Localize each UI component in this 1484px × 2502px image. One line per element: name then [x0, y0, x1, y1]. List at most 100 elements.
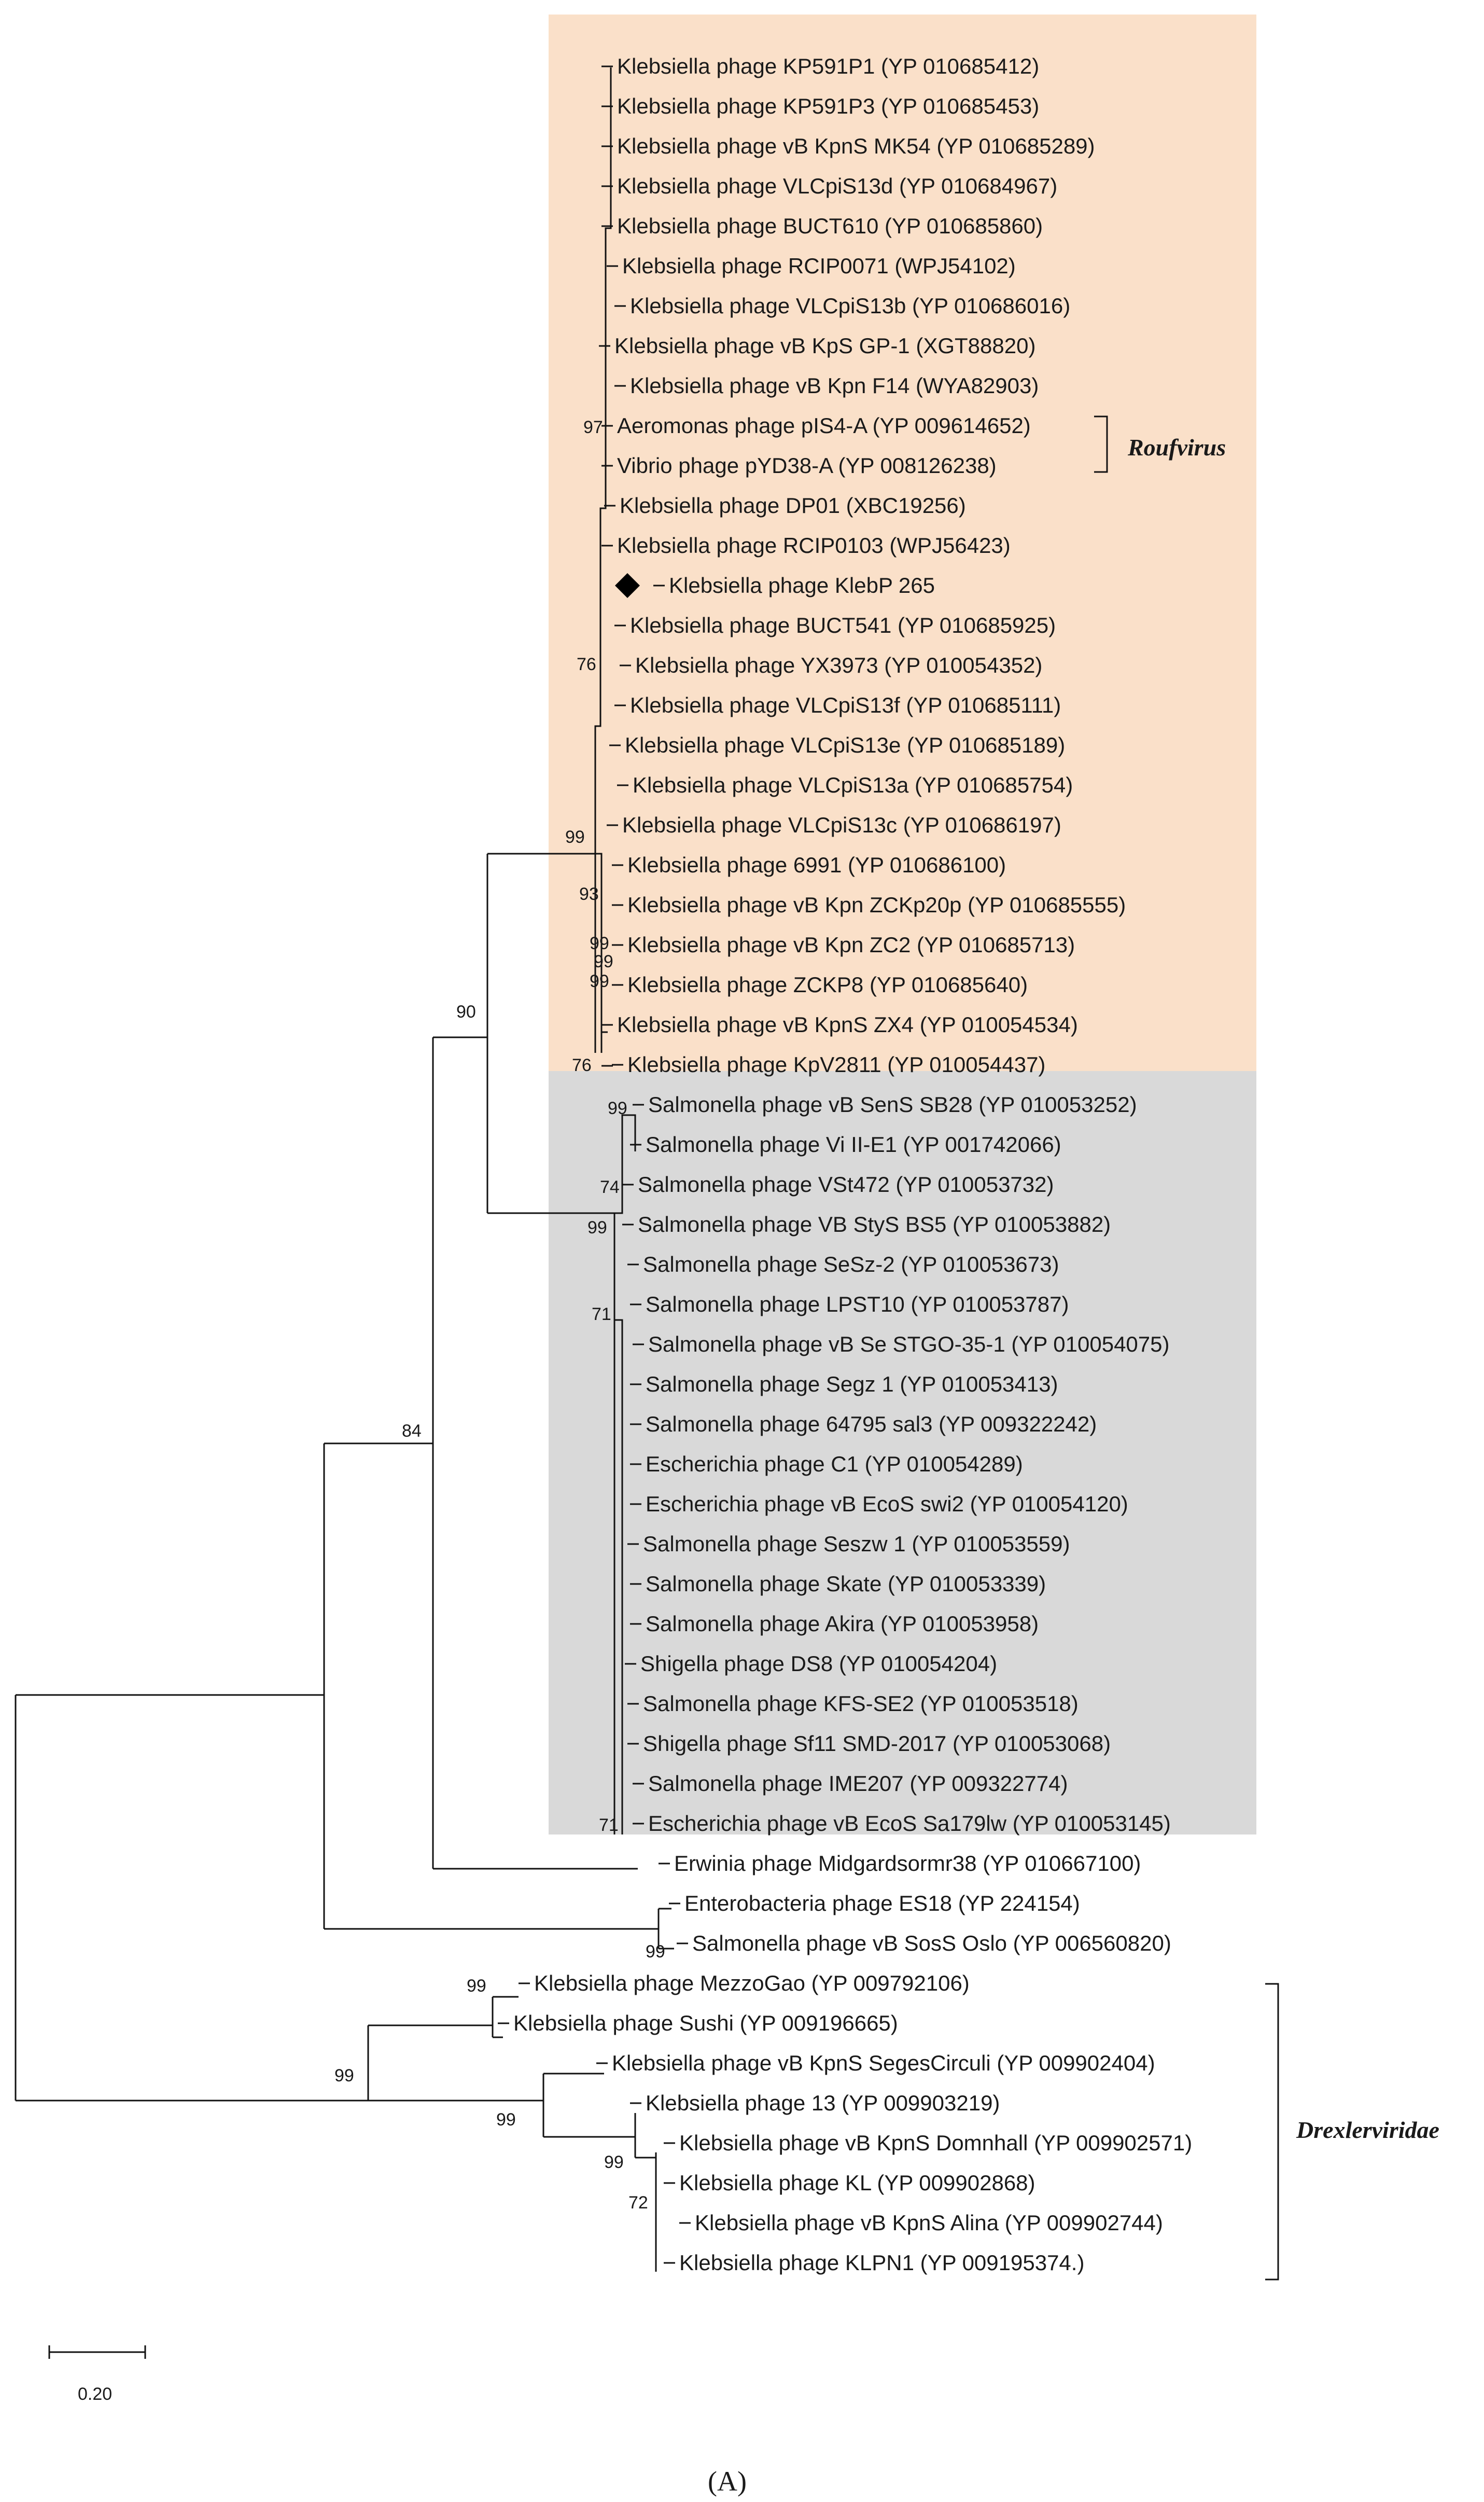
- bootstrap-value: 72: [628, 2193, 648, 2213]
- roufvirus-bracket: [1094, 415, 1108, 473]
- leaf-label: Salmonella phage VB StyS BS5 (YP 0100538…: [638, 1212, 1111, 1236]
- drexlerviridae-bracket: [1265, 1983, 1279, 2281]
- panel-label: (A): [708, 2466, 747, 2497]
- leaf-label: Klebsiella phage Sushi (YP 009196665): [513, 2011, 898, 2035]
- scale-bar-label: 0.20: [78, 2384, 112, 2404]
- bootstrap-value: 90: [456, 1002, 476, 1022]
- leaf-label: Klebsiella phage 13 (YP 009903219): [646, 2091, 1000, 2115]
- leaf-label: Klebsiella phage KpV2811 (YP 010054437): [627, 1052, 1045, 1077]
- bootstrap-value: 99: [594, 952, 613, 971]
- branch-salm-lower: [614, 1319, 623, 1834]
- bootstrap-value: 99: [590, 971, 609, 991]
- leaf-label: Klebsiella phage vB KpnS Domnhall (YP 00…: [679, 2131, 1192, 2155]
- bootstrap-value: 74: [600, 1177, 620, 1197]
- branch-rouf-lower: [595, 853, 613, 1067]
- leaf-label: Klebsiella phage BUCT541 (YP 010685925): [630, 613, 1056, 637]
- leaf-label: Salmonella phage vB Se STGO-35-1 (YP 010…: [648, 1332, 1170, 1356]
- leaf-label: Klebsiella phage VLCpiS13b (YP 010686016…: [630, 294, 1070, 318]
- leaf-label: Escherichia phage vB EcoS Sa179lw (YP 01…: [648, 1811, 1171, 1836]
- leaf-label: Salmonella phage 64795 sal3 (YP 00932224…: [646, 1412, 1097, 1436]
- leaf-label: Salmonella phage LPST10 (YP 010053787): [646, 1292, 1069, 1316]
- tree-branches: [15, 67, 674, 2272]
- leaf-label: Salmonella phage KFS-SE2 (YP 010053518): [643, 1691, 1079, 1716]
- bootstrap-value: 99: [587, 1218, 607, 1238]
- leaf-label: Salmonella phage SeSz-2 (YP 010053673): [643, 1252, 1059, 1276]
- leaf-label: Escherichia phage vB EcoS swi2 (YP 01005…: [646, 1492, 1128, 1516]
- leaf-label: Klebsiella phage RCIP0071 (WPJ54102): [622, 254, 1016, 278]
- bootstrap-value: 99: [565, 827, 585, 847]
- leaf-label: Klebsiella phage vB Kpn ZCKp20p (YP 0106…: [627, 893, 1126, 917]
- bootstrap-value: 99: [467, 1976, 486, 1996]
- leaf-label: Klebsiella phage 6991 (YP 010686100): [627, 853, 1006, 877]
- bootstrap-value: 99: [646, 1942, 665, 1962]
- leaf-label: Klebsiella phage DP01 (XBC19256): [620, 493, 966, 518]
- leaf-label: Klebsiella phage VLCpiS13f (YP 010685111…: [630, 693, 1061, 717]
- salmonella-clade-highlight: [549, 1071, 1256, 1834]
- leaf-label: Klebsiella phage VLCpiS13e (YP 010685189…: [625, 733, 1065, 757]
- bootstrap-value: 99: [604, 2152, 624, 2172]
- branch-es18-oslo: [657, 1908, 674, 1950]
- leaf-label: Klebsiella phage vB KpS GP-1 (XGT88820): [614, 333, 1035, 358]
- bootstrap-value: 99: [608, 1099, 627, 1118]
- leaf-label: Klebsiella phage RCIP0103 (WPJ56423): [617, 533, 1011, 558]
- bootstrap-values: 9776999399999976909974997171849999999999…: [334, 418, 665, 2213]
- leaf-label: Salmonella phage VSt472 (YP 010053732): [638, 1172, 1054, 1197]
- leaf-label: Erwinia phage Midgardsormr38 (YP 0106671…: [674, 1851, 1141, 1875]
- leaf-label: Klebsiella phage KLPN1 (YP 009195374.): [679, 2250, 1084, 2275]
- bootstrap-value: 99: [496, 2110, 516, 2130]
- leaf-label: Shigella phage DS8 (YP 010054204): [640, 1651, 997, 1676]
- leaf-label: Klebsiella phage KlebP 265: [669, 573, 935, 597]
- leaf-label: Salmonella phage IME207 (YP 009322774): [648, 1771, 1068, 1796]
- leaf-label: Salmonella phage vB SenS SB28 (YP 010053…: [648, 1092, 1137, 1117]
- leaf-label: Salmonella phage Skate (YP 010053339): [646, 1572, 1046, 1596]
- leaf-label: Shigella phage Sf11 SMD-2017 (YP 0100530…: [643, 1731, 1111, 1756]
- leaf-label: Klebsiella phage BUCT610 (YP 010685860): [617, 214, 1043, 238]
- leaf-label: Aeromonas phage pIS4-A (YP 009614652): [617, 413, 1031, 438]
- scale-bar: [48, 2345, 146, 2359]
- leaf-label: Klebsiella phage VLCpiS13c (YP 010686197…: [622, 813, 1061, 837]
- leaf-label: Salmonella phage Segz 1 (YP 010053413): [646, 1372, 1058, 1396]
- bootstrap-value: 71: [592, 1304, 611, 1324]
- branch-salm-top: [614, 1114, 636, 1214]
- leaf-label: Klebsiella phage KL (YP 009902868): [679, 2171, 1035, 2195]
- leaf-label: Klebsiella phage vB KpnS MK54 (YP 010685…: [617, 134, 1095, 158]
- roufvirus-clade-highlight: [549, 15, 1256, 1071]
- branch-node-99c: [543, 2113, 636, 2158]
- leaf-label: Salmonella phage Vi II-E1 (YP 001742066): [646, 1132, 1061, 1157]
- leaf-label: Klebsiella phage KP591P3 (YP 010685453): [617, 94, 1039, 118]
- leaf-label: Klebsiella phage VLCpiS13a (YP 010685754…: [633, 773, 1073, 797]
- leaf-label: Klebsiella phage vB Kpn F14 (WYA82903): [630, 373, 1039, 398]
- leaf-label: Klebsiella phage MezzoGao (YP 009792106): [534, 1971, 970, 1995]
- branch-mezzo-sushi: [492, 1996, 519, 2038]
- leaf-label: Klebsiella phage vB KpnS Alina (YP 00990…: [695, 2211, 1163, 2235]
- leaf-label: Escherichia phage C1 (YP 010054289): [646, 1452, 1023, 1476]
- leaf-label: Salmonella phage Akira (YP 010053958): [646, 1611, 1039, 1636]
- leaf-label: Enterobacteria phage ES18 (YP 224154): [684, 1891, 1080, 1915]
- leaf-label: Salmonella phage Seszw 1 (YP 010053559): [643, 1532, 1070, 1556]
- branch-rouf-top: [594, 67, 612, 854]
- drexlerviridae-label: Drexlerviridae: [1296, 2117, 1439, 2143]
- leaf-label: Klebsiella phage ZCKP8 (YP 010685640): [627, 972, 1028, 997]
- leaf-label: Vibrio phage pYD38-A (YP 008126238): [617, 453, 997, 478]
- leaf-label: Klebsiella phage KP591P1 (YP 010685412): [617, 54, 1039, 78]
- leaf-labels: Klebsiella phage KP591P1 (YP 010685412) K…: [498, 54, 1192, 2275]
- bootstrap-value: 76: [572, 1055, 592, 1075]
- leaf-label: Klebsiella phage YX3973 (YP 010054352): [635, 653, 1042, 677]
- branch-node-72: [635, 2152, 657, 2272]
- leaf-label: Klebsiella phage VLCpiS13d (YP 010684967…: [617, 174, 1057, 198]
- leaf-label: Salmonella phage vB SosS Oslo (YP 006560…: [692, 1931, 1171, 1955]
- bootstrap-value: 71: [599, 1815, 619, 1835]
- leaf-label: Klebsiella phage vB KpnS ZX4 (YP 0100545…: [617, 1012, 1078, 1037]
- bootstrap-value: 93: [579, 884, 599, 904]
- bootstrap-value: 97: [583, 418, 603, 437]
- bootstrap-value: 84: [402, 1421, 422, 1441]
- leaf-label: Klebsiella phage vB Kpn ZC2 (YP 01068571…: [627, 933, 1075, 957]
- query-phage-diamond-icon: [615, 573, 640, 598]
- bootstrap-value: 99: [334, 2066, 354, 2086]
- bootstrap-value: 76: [577, 655, 596, 674]
- leaf-label: Klebsiella phage vB KpnS SegesCirculi (Y…: [612, 2051, 1155, 2075]
- branch-node-99b: [542, 2073, 604, 2137]
- roufvirus-label: Roufvirus: [1127, 434, 1226, 461]
- bootstrap-value: 99: [590, 934, 609, 953]
